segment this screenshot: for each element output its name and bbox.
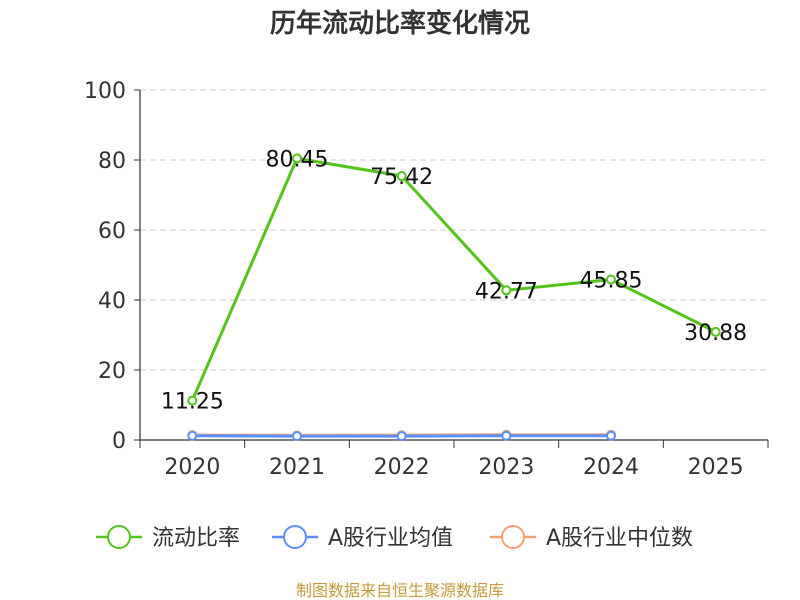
data-point[interactable] bbox=[606, 274, 616, 285]
data-point[interactable] bbox=[606, 430, 616, 441]
x-tick-label: 2020 bbox=[164, 455, 220, 480]
data-point[interactable] bbox=[187, 430, 198, 441]
legend-item[interactable]: A股行业均值 bbox=[272, 525, 453, 551]
legend-marker bbox=[283, 525, 307, 549]
data-point[interactable] bbox=[292, 153, 302, 164]
grid-lines bbox=[140, 89, 768, 371]
legend-item[interactable]: 流动比率 bbox=[96, 525, 240, 551]
legend-item[interactable]: A股行业中位数 bbox=[490, 525, 693, 551]
data-label: 75.42 bbox=[370, 165, 433, 190]
x-tick-label: 2022 bbox=[374, 455, 430, 480]
data-point[interactable] bbox=[710, 326, 721, 337]
legend[interactable]: 流动比率 A股行业均值 A股行业中位数 bbox=[96, 525, 693, 551]
legend-marker bbox=[501, 525, 525, 549]
legend-label: 流动比率 bbox=[152, 526, 240, 551]
data-label: 30.88 bbox=[684, 321, 747, 346]
data-point[interactable] bbox=[187, 395, 198, 406]
data-label: 45.85 bbox=[580, 269, 643, 294]
series-line-0 bbox=[190, 156, 717, 402]
y-tick-label: 80 bbox=[98, 149, 126, 174]
data-label: 80.45 bbox=[266, 147, 329, 172]
data-point[interactable] bbox=[501, 430, 512, 441]
y-tick-label: 100 bbox=[84, 79, 126, 104]
data-point[interactable] bbox=[396, 171, 407, 182]
x-tick-label: 2023 bbox=[478, 455, 534, 480]
y-tick-label: 20 bbox=[98, 359, 126, 384]
x-tick-label: 2024 bbox=[583, 455, 639, 480]
x-tick-label: 2025 bbox=[688, 455, 744, 480]
series-layer bbox=[187, 153, 721, 442]
y-tick-label: 40 bbox=[98, 289, 126, 314]
x-tick-label: 2021 bbox=[269, 455, 325, 480]
chart-title: 历年流动比率变化情况 bbox=[270, 8, 530, 39]
legend-label: A股行业中位数 bbox=[546, 526, 693, 551]
data-point[interactable] bbox=[396, 431, 407, 442]
data-labels: 11.25 80.45 75.42 42.77 45.85 30.88 bbox=[161, 147, 747, 414]
data-label: 42.77 bbox=[475, 279, 538, 304]
y-tick-label: 0 bbox=[112, 429, 126, 454]
legend-label: A股行业均值 bbox=[328, 526, 453, 551]
data-point[interactable] bbox=[292, 431, 302, 442]
data-label: 11.25 bbox=[161, 390, 224, 415]
legend-marker bbox=[107, 525, 131, 549]
data-point[interactable] bbox=[501, 285, 512, 296]
axes: 0 20 40 60 80 100 2020 2021 2022 2023 2024 2025 bbox=[84, 79, 769, 480]
source-note: 制图数据来自恒生聚源数据库 bbox=[296, 581, 504, 600]
y-tick-label: 60 bbox=[98, 219, 126, 244]
